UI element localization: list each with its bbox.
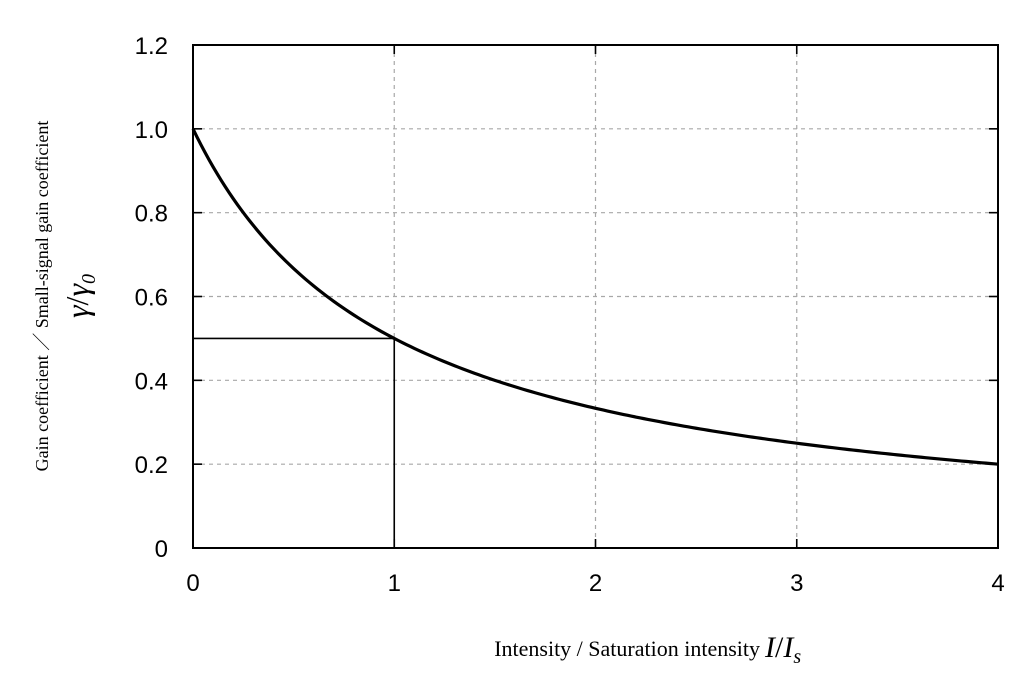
grid-lines bbox=[193, 45, 998, 548]
y-tick-label: 0 bbox=[155, 536, 168, 563]
x-tick-label: 4 bbox=[991, 570, 1004, 597]
axis-ticks bbox=[192, 44, 999, 549]
y-axis-symbol: γ/γ0 bbox=[59, 274, 100, 318]
y-tick-labels: 0 0.2 0.4 0.6 0.8 1.0 1.2 bbox=[135, 33, 168, 563]
y-axis-label: Gain coefficient ／ Small-signal gain coe… bbox=[32, 121, 52, 472]
x-tick-labels: 0 1 2 3 4 bbox=[186, 570, 1004, 597]
x-axis-symbol: I/Is bbox=[764, 631, 801, 668]
x-tick-label: 1 bbox=[388, 570, 401, 597]
y-tick-label: 0.8 bbox=[135, 201, 168, 228]
y-tick-label: 1.2 bbox=[135, 33, 168, 60]
x-tick-label: 3 bbox=[790, 570, 803, 597]
gain-curve bbox=[191, 128, 999, 466]
x-axis-label: Intensity / Saturation intensity bbox=[494, 636, 760, 661]
y-tick-label: 0.2 bbox=[135, 452, 168, 479]
y-tick-label: 1.0 bbox=[135, 117, 168, 144]
y-tick-label: 0.4 bbox=[135, 368, 168, 395]
half-gain-markers bbox=[193, 337, 396, 548]
y-tick-label: 0.6 bbox=[135, 285, 168, 312]
x-tick-label: 2 bbox=[589, 570, 602, 597]
x-tick-label: 0 bbox=[186, 570, 199, 597]
